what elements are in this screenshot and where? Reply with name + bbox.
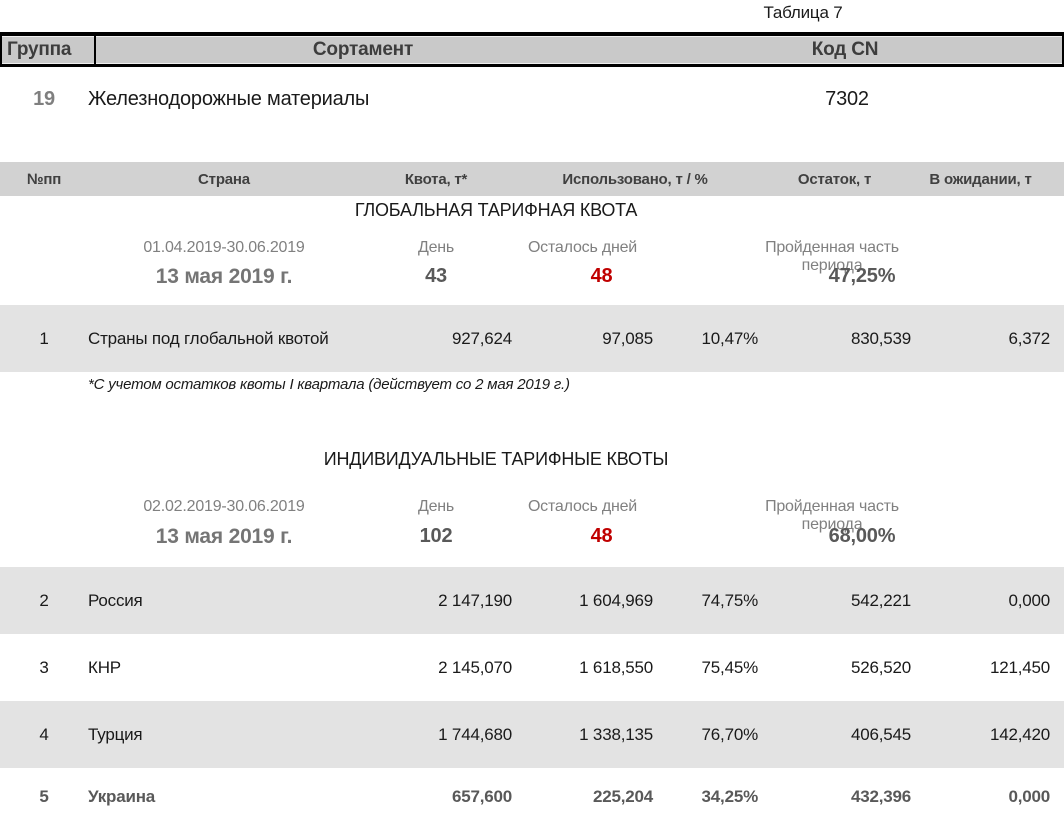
remainder-cell: 526,520: [850, 657, 911, 677]
day-label: День: [417, 239, 455, 256]
section-title-individual: ИНДИВИДУАЛЬНЫЕ ТАРИФНЫЕ КВОТЫ: [323, 449, 669, 469]
day-value: 102: [419, 525, 453, 547]
current-date: 13 мая 2019 г.: [155, 265, 293, 288]
used-percent-cell: 74,75%: [701, 590, 759, 610]
used-tonnes-cell: 1 618,550: [579, 657, 653, 677]
day-value: 43: [425, 265, 447, 287]
row-number: 5: [39, 787, 49, 806]
used-tonnes-cell: 1 338,135: [579, 724, 653, 744]
table-row: 5 Украина 657,600 225,204 34,25% 432,396…: [0, 768, 1064, 826]
quota-footnote: *С учетом остатков квоты I квартала (дей…: [88, 376, 570, 393]
quota-cell: 927,624: [451, 328, 512, 348]
pending-cell: 6,372: [1008, 328, 1050, 348]
table-row: 2 Россия 2 147,190 1 604,969 74,75% 542,…: [0, 567, 1064, 634]
pending-cell: 0,000: [1008, 590, 1050, 610]
quota-table-header: №пп Страна Квота, т* Использовано, т / %…: [0, 162, 1064, 196]
row-number: 3: [39, 657, 49, 677]
days-left-label: Осталось дней: [527, 498, 638, 515]
section-title-global: ГЛОБАЛЬНАЯ ТАРИФНАЯ КВОТА: [354, 200, 638, 220]
global-meta-values: 13 мая 2019 г. 43 48 47,25%: [0, 265, 1064, 289]
cn-code-value: 7302: [825, 88, 869, 110]
used-percent-cell: 76,70%: [701, 724, 759, 744]
remainder-cell: 406,545: [850, 724, 911, 744]
num-header-cell: №пп: [26, 170, 62, 188]
table-row: 1 Страны под глобальной квотой 927,624 9…: [0, 305, 1064, 372]
quota-header-cell: Квота, т*: [404, 170, 468, 188]
country-cell: Страны под глобальной квотой: [88, 328, 329, 348]
group-table-header: Группа Сортамент Код CN: [0, 32, 1064, 67]
individual-meta-values: 13 мая 2019 г. 102 48 68,00%: [0, 525, 1064, 549]
quota-cell: 657,600: [451, 787, 512, 806]
remainder-cell: 830,539: [850, 328, 911, 348]
elapsed-label: Пройденная часть периода: [765, 498, 899, 533]
days-left-label: Осталось дней: [527, 239, 638, 256]
country-header-cell: Страна: [198, 170, 250, 188]
group-header-cell: Группа: [2, 36, 96, 64]
days-left-value: 48: [590, 265, 613, 287]
period-label: 01.04.2019-30.06.2019: [143, 239, 305, 256]
pending-header-cell: В ожидании, т: [929, 170, 1032, 188]
cn-code-header-cell: Код CN: [811, 39, 879, 60]
country-cell: Турция: [88, 724, 143, 744]
country-cell: Россия: [88, 590, 143, 610]
remainder-cell: 542,221: [850, 590, 911, 610]
used-percent-cell: 75,45%: [701, 657, 759, 677]
elapsed-label: Пройденная часть периода: [765, 239, 899, 274]
remainder-header-cell: Остаток, т: [797, 170, 872, 188]
country-cell: КНР: [88, 657, 121, 677]
day-label: День: [417, 498, 455, 515]
sortament-value: Железнодорожные материалы: [88, 88, 370, 110]
group-number: 19: [33, 88, 55, 110]
remainder-cell: 432,396: [850, 787, 911, 806]
row-number: 4: [39, 724, 49, 744]
elapsed-value: 47,25%: [828, 265, 896, 287]
days-left-value: 48: [590, 525, 613, 547]
row-number: 1: [39, 328, 49, 348]
global-meta-labels: 01.04.2019-30.06.2019 День Осталось дней…: [0, 239, 1064, 275]
used-tonnes-cell: 97,085: [602, 328, 653, 348]
used-tonnes-cell: 225,204: [592, 787, 653, 806]
table-row: 3 КНР 2 145,070 1 618,550 75,45% 526,520…: [0, 634, 1064, 701]
sortament-header-cell: Сортамент: [312, 39, 414, 60]
country-cell: Украина: [88, 787, 156, 807]
quota-cell: 2 147,190: [438, 590, 512, 610]
used-tonnes-cell: 1 604,969: [579, 590, 653, 610]
pending-cell: 121,450: [989, 657, 1050, 677]
elapsed-value: 68,00%: [828, 525, 896, 547]
pending-cell: 142,420: [989, 724, 1050, 744]
pending-cell: 0,000: [1008, 787, 1050, 806]
used-header-cell: Использовано, т / %: [562, 170, 708, 188]
individual-meta-labels: 02.02.2019-30.06.2019 День Осталось дней…: [0, 498, 1064, 534]
used-percent-cell: 10,47%: [701, 328, 759, 348]
table-row: 4 Турция 1 744,680 1 338,135 76,70% 406,…: [0, 701, 1064, 768]
current-date: 13 мая 2019 г.: [155, 525, 293, 548]
period-label: 02.02.2019-30.06.2019: [143, 498, 305, 515]
used-percent-cell: 34,25%: [701, 787, 759, 806]
quota-cell: 1 744,680: [438, 724, 512, 744]
table-caption: Таблица 7: [763, 3, 843, 22]
group-table-row: 19 Железнодорожные материалы 7302: [0, 88, 1064, 111]
row-number: 2: [39, 590, 49, 610]
quota-cell: 2 145,070: [438, 657, 512, 677]
